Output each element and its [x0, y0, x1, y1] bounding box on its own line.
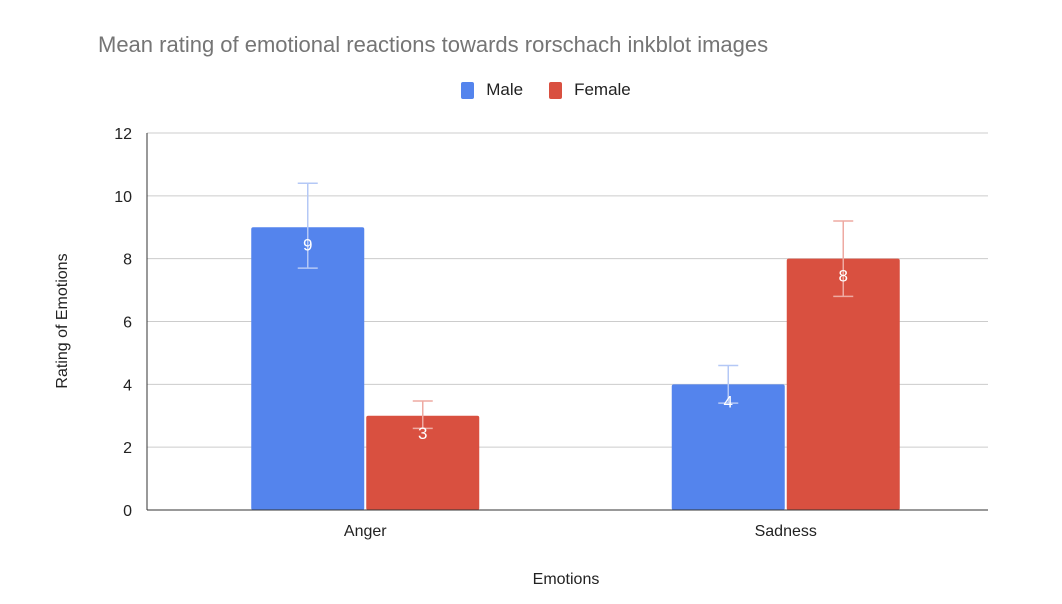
data-label: 4 [724, 392, 733, 411]
y-tick-label: 10 [114, 189, 132, 206]
legend-label-male: Male [486, 80, 524, 99]
legend-label-female: Female [574, 80, 631, 99]
bar-female-sadness[interactable] [786, 258, 900, 510]
error-bar [833, 220, 854, 298]
y-tick-label: 2 [123, 440, 132, 457]
legend: Male Female [0, 80, 1062, 100]
y-axis-title: Rating of Emotions [54, 253, 71, 388]
x-tick-label: Anger [344, 523, 387, 540]
y-tick-label: 6 [123, 315, 132, 332]
bar-male-anger[interactable] [251, 227, 365, 510]
data-label: 9 [303, 235, 312, 254]
y-tick-label: 12 [114, 126, 132, 143]
chart-title: Mean rating of emotional reactions towar… [98, 32, 769, 57]
y-axis-ticks: 0 2 4 6 8 10 12 [114, 126, 132, 520]
axes [146, 133, 988, 511]
y-tick-label: 0 [123, 503, 132, 520]
legend-swatch-female [549, 81, 563, 99]
error-bar [718, 364, 739, 404]
error-bar [412, 400, 433, 430]
legend-swatch-male [461, 81, 475, 99]
data-label: 3 [418, 424, 427, 443]
bar-male-sadness[interactable] [671, 384, 785, 510]
x-tick-label: Sadness [755, 523, 817, 540]
error-bar [297, 182, 318, 269]
bar-female-anger[interactable] [366, 415, 480, 510]
y-tick-label: 8 [123, 252, 132, 269]
data-label: 8 [839, 267, 848, 286]
x-axis-ticks: Anger Sadness [344, 523, 817, 540]
x-axis-title: Emotions [533, 571, 600, 588]
bars: 9 3 4 8 [251, 182, 900, 510]
y-tick-label: 4 [123, 377, 132, 394]
legend-item-female[interactable]: Female [549, 80, 631, 100]
legend-item-male[interactable]: Male [461, 80, 523, 100]
